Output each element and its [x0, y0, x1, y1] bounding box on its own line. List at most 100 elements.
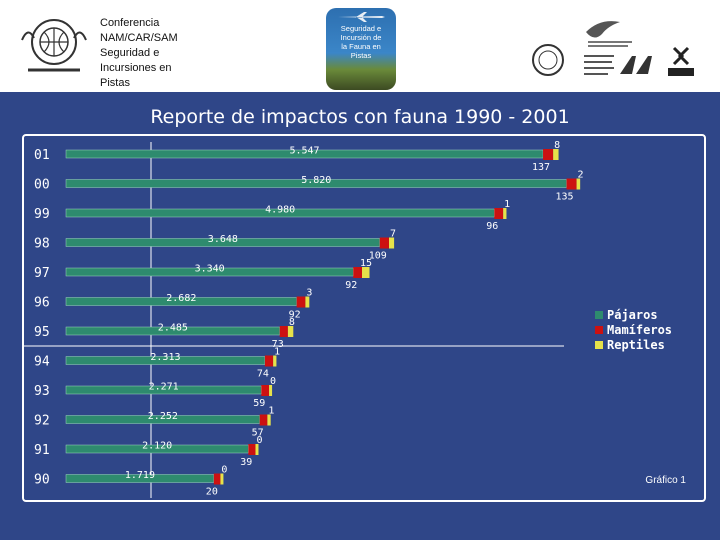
- category-label: 93: [34, 384, 50, 399]
- category-label: 91: [34, 443, 50, 458]
- value-label-reptiles: 0: [256, 435, 262, 446]
- bar-mamiferos: [248, 444, 256, 455]
- badge-text: Seguridad e Incursión de la Fauna en Pis…: [328, 24, 394, 60]
- bar-reptiles: [287, 326, 294, 337]
- chart-title: Reporte de impactos con fauna 1990 - 200…: [150, 106, 570, 128]
- value-label-mamiferos: 57: [252, 428, 264, 439]
- conference-line: Conferencia: [100, 17, 160, 29]
- bar-mamiferos: [259, 414, 268, 426]
- bar-reptiles: [553, 149, 559, 160]
- value-label-reptiles: 0: [270, 376, 276, 387]
- bar-mamiferos: [213, 473, 221, 485]
- category-label: 90: [34, 473, 50, 488]
- bar-reptiles: [220, 473, 224, 485]
- sct-logo: [668, 46, 694, 76]
- category-label: 98: [34, 237, 50, 252]
- bar-mamiferos: [296, 296, 306, 308]
- legend-swatch: [595, 311, 603, 319]
- value-label-pajaros: 3.340: [195, 264, 225, 275]
- value-label-pajaros: 2.313: [150, 352, 180, 363]
- icao-logo: [21, 19, 87, 72]
- value-label-mamiferos: 73: [272, 339, 284, 350]
- bar-mamiferos: [379, 237, 389, 249]
- value-label-reptiles: 3: [306, 288, 312, 299]
- value-label-pajaros: 2.485: [158, 323, 188, 334]
- bar-reptiles: [503, 208, 507, 219]
- chart-number: Gráfico 1: [645, 475, 686, 486]
- bar-reptiles: [267, 414, 271, 426]
- badge-line: Pistas: [350, 51, 372, 60]
- bar-reptiles: [305, 296, 310, 308]
- legend-swatch: [595, 326, 603, 334]
- value-label-reptiles: 0: [221, 465, 227, 476]
- category-label: 97: [34, 266, 50, 281]
- category-label: 96: [34, 296, 50, 311]
- category-label: 00: [34, 178, 50, 193]
- legend-label: Reptiles: [607, 338, 665, 352]
- legend-label: Pájaros: [607, 308, 658, 322]
- bar-reptiles: [388, 237, 395, 249]
- bar-mamiferos: [353, 267, 362, 278]
- bar-reptiles: [269, 385, 273, 396]
- bird-logo: [586, 21, 632, 47]
- value-label-pajaros: 2.682: [166, 293, 196, 304]
- category-label: 99: [34, 207, 50, 222]
- bar-pajaros: [65, 297, 297, 306]
- value-label-mamiferos: 39: [240, 457, 252, 468]
- asa-logo: [584, 55, 652, 75]
- bar-mamiferos: [279, 326, 288, 337]
- bar-mamiferos: [543, 149, 554, 160]
- airplane-icon: [338, 12, 385, 22]
- value-label-reptiles: 2: [578, 170, 584, 181]
- category-label: 01: [34, 148, 50, 163]
- value-label-mamiferos: 135: [555, 192, 573, 203]
- chart-panel: 01 5.547 137 8 00 5.820 135 2 99 4.980 96 1 98 3.648 1…: [22, 134, 706, 502]
- value-label-mamiferos: 109: [369, 251, 387, 262]
- badge-line: Seguridad e: [340, 24, 382, 33]
- event-badge: Seguridad e Incursión de la Fauna en Pis…: [326, 8, 396, 90]
- value-label-mamiferos: 59: [253, 398, 265, 409]
- value-label-reptiles: 7: [390, 229, 396, 240]
- value-label-mamiferos: 96: [486, 221, 498, 232]
- bar-mamiferos: [566, 178, 577, 190]
- value-label-reptiles: 15: [360, 258, 372, 269]
- value-label-mamiferos: 74: [257, 369, 269, 380]
- sponsor-logos: [532, 21, 694, 76]
- value-label-mamiferos: 92: [289, 310, 301, 321]
- value-label-mamiferos: 137: [532, 162, 550, 173]
- conference-title: Conferencia NAM/CAR/SAM Seguridad e Incu…: [100, 16, 230, 91]
- conference-line: Pistas: [100, 77, 130, 89]
- bar-reptiles: [576, 178, 581, 190]
- value-label-pajaros: 2.271: [149, 382, 179, 393]
- category-label: 94: [34, 355, 50, 370]
- bar-reptiles: [362, 267, 370, 278]
- value-label-pajaros: 2.252: [148, 411, 178, 422]
- value-label-pajaros: 2.120: [142, 441, 172, 452]
- value-label-pajaros: 1.719: [125, 470, 155, 481]
- value-label-pajaros: 3.648: [208, 234, 238, 245]
- bar-mamiferos: [261, 385, 270, 396]
- value-label-reptiles: 1: [504, 199, 510, 210]
- legend-label: Mamíferos: [607, 323, 672, 337]
- conference-line: NAM/CAR/SAM: [100, 32, 178, 44]
- bar-reptiles: [273, 355, 277, 367]
- value-label-mamiferos: 20: [206, 487, 218, 498]
- value-label-mamiferos: 92: [345, 280, 357, 291]
- legend-swatch: [595, 341, 603, 349]
- value-label-reptiles: 1: [274, 347, 280, 358]
- value-label-pajaros: 5.547: [289, 146, 319, 157]
- value-label-reptiles: 8: [289, 317, 295, 328]
- value-label-reptiles: 1: [268, 406, 274, 417]
- category-label: 92: [34, 414, 50, 429]
- seal-logo: [532, 44, 564, 76]
- bar-reptiles: [255, 444, 259, 455]
- badge-line: la Fauna en: [341, 42, 381, 51]
- bar-mamiferos: [494, 208, 504, 219]
- bar-mamiferos: [264, 355, 274, 367]
- header-banner: Conferencia NAM/CAR/SAM Seguridad e Incu…: [0, 0, 720, 92]
- value-label-pajaros: 4.980: [265, 205, 295, 216]
- conference-line: Seguridad e: [100, 47, 160, 59]
- conference-line: Incursiones en: [100, 62, 172, 74]
